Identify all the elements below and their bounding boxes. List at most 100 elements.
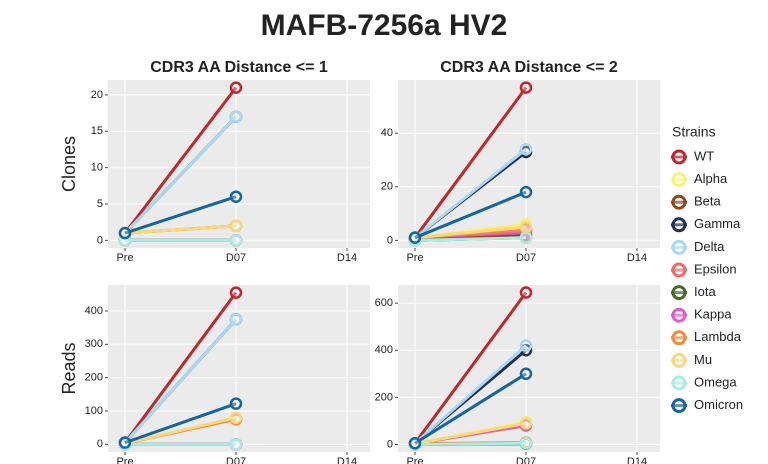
- y-tick-label: 0: [387, 438, 393, 450]
- y-axis-label: Clones: [59, 136, 79, 192]
- series-line: [414, 225, 527, 240]
- legend-label: Iota: [694, 284, 716, 299]
- y-tick-label: 0: [97, 234, 103, 246]
- y-tick-label: 40: [381, 127, 393, 139]
- legend-marker: [671, 149, 687, 165]
- y-tick-label: 0: [387, 234, 393, 246]
- series-line: [123, 318, 238, 444]
- x-tick-label: D07: [516, 456, 536, 464]
- data-point: [118, 436, 132, 449]
- legend-label: Epsilon: [694, 261, 737, 276]
- data-point: [408, 231, 422, 244]
- y-tick-label: 10: [91, 162, 103, 174]
- y-tick-label: 300: [85, 338, 103, 350]
- data-point: [519, 417, 533, 430]
- series-line: [123, 291, 238, 444]
- legend-label: Gamma: [694, 216, 741, 231]
- y-tick-label: 200: [85, 372, 103, 384]
- series-line: [413, 291, 528, 445]
- legend-title: Strains: [672, 124, 716, 140]
- data-point: [519, 437, 533, 450]
- y-tick-label: 0: [97, 438, 103, 450]
- series-line: [123, 86, 238, 235]
- data-point: [229, 313, 243, 326]
- plot-background: [108, 80, 370, 248]
- data-point: [229, 110, 243, 123]
- x-tick-label: Pre: [406, 252, 423, 264]
- series-line: [414, 344, 527, 445]
- legend-label: Delta: [694, 239, 725, 254]
- series-line: [123, 115, 238, 235]
- data-point: [229, 286, 243, 299]
- y-tick-label: 15: [91, 125, 103, 137]
- y-tick-label: 600: [375, 297, 393, 309]
- x-tick-label: Pre: [116, 456, 133, 464]
- x-tick-label: D14: [337, 252, 357, 264]
- y-tick-label: 20: [381, 181, 393, 193]
- legend-marker: [671, 398, 687, 414]
- series-line: [414, 236, 527, 242]
- legend-marker: [671, 239, 687, 255]
- legend-marker: [671, 172, 687, 188]
- data-point: [229, 438, 243, 451]
- x-tick-label: D07: [226, 252, 246, 264]
- data-point: [408, 437, 422, 450]
- legend-marker: [671, 352, 687, 368]
- y-tick-label: 5: [97, 198, 103, 210]
- data-point: [229, 234, 243, 247]
- legend-marker: [671, 262, 687, 278]
- legend-label: Omicron: [694, 397, 743, 412]
- data-point: [519, 185, 533, 199]
- series-line: [124, 402, 237, 445]
- panel-title: CDR3 AA Distance <= 2: [440, 59, 618, 76]
- x-tick-label: D14: [337, 456, 357, 464]
- series-line: [414, 441, 527, 446]
- y-tick-label: 200: [375, 391, 393, 403]
- data-point: [229, 411, 243, 424]
- data-point: [519, 367, 533, 381]
- legend-label: WT: [694, 148, 714, 163]
- legend-marker: [671, 217, 687, 233]
- data-point: [519, 143, 533, 156]
- series-line: [414, 421, 527, 446]
- y-tick-label: 400: [85, 305, 103, 317]
- data-point: [519, 286, 533, 299]
- data-point: [229, 81, 243, 94]
- plot-background: [108, 285, 370, 452]
- x-tick-label: D07: [516, 252, 536, 264]
- legend-label: Lambda: [694, 329, 742, 344]
- legend-label: Kappa: [694, 307, 732, 322]
- y-tick-label: 400: [375, 344, 393, 356]
- legend-label: Alpha: [694, 171, 728, 186]
- panel-title: CDR3 AA Distance <= 1: [150, 59, 328, 76]
- series-line: [124, 224, 237, 235]
- data-point: [229, 219, 243, 233]
- data-point: [229, 190, 243, 203]
- series-line: [414, 148, 527, 239]
- legend-marker: [671, 194, 687, 210]
- chart-title: MAFB-7256a HV2: [261, 9, 508, 42]
- series-line: [124, 416, 237, 445]
- y-tick-label: 100: [85, 405, 103, 417]
- data-point: [519, 231, 533, 244]
- legend-marker: [671, 285, 687, 301]
- data-point: [229, 397, 243, 410]
- x-tick-label: Pre: [116, 252, 133, 264]
- x-tick-label: Pre: [406, 456, 423, 464]
- legend-label: Mu: [694, 352, 712, 367]
- data-point: [519, 339, 533, 352]
- x-tick-label: D14: [627, 252, 647, 264]
- legend-label: Omega: [694, 374, 737, 389]
- y-tick-label: 20: [91, 89, 103, 101]
- series-line: [124, 195, 237, 235]
- x-tick-label: D14: [627, 456, 647, 464]
- data-point: [118, 226, 132, 240]
- series-line: [414, 372, 527, 445]
- series-line: [414, 190, 527, 240]
- data-point: [519, 81, 533, 94]
- data-point: [519, 220, 533, 234]
- x-tick-label: D07: [226, 456, 246, 464]
- legend-marker: [671, 307, 687, 323]
- legend-label: Beta: [694, 194, 722, 209]
